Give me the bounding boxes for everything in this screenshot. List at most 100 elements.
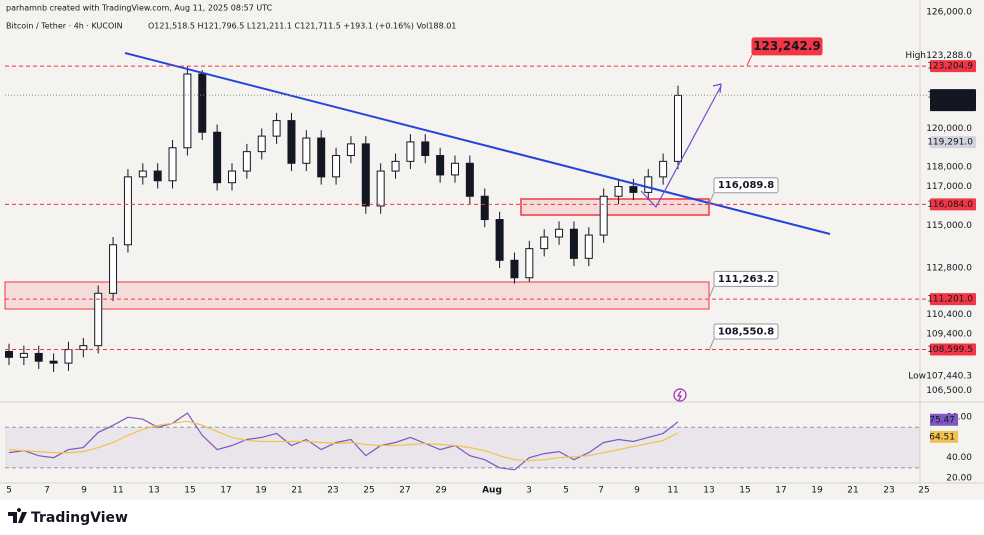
candle-body <box>332 155 341 178</box>
candle-body <box>198 73 207 133</box>
extreme-price: 123,288.0 <box>926 51 972 61</box>
candle-body <box>213 131 222 184</box>
price-badge-label: 123,204.9 <box>927 62 973 72</box>
candle-body <box>109 244 118 294</box>
candle-body <box>644 176 653 193</box>
candle-body <box>19 352 28 358</box>
candle-body <box>495 219 504 261</box>
callout-box <box>713 177 779 194</box>
candle-body <box>242 151 251 172</box>
candle-body <box>138 170 147 178</box>
candle-body <box>361 143 370 207</box>
candle-body <box>64 349 73 364</box>
rsi-badge-label: 75.47 <box>929 415 955 425</box>
candle-body <box>34 352 43 362</box>
candle-body <box>376 170 385 207</box>
rsi-tick-label: 80.00 <box>946 413 972 423</box>
candle-body <box>257 135 266 153</box>
x-tick-label: 27 <box>399 486 410 496</box>
candle-body <box>406 141 415 162</box>
x-tick-label: 11 <box>667 486 678 496</box>
event-icon[interactable] <box>673 388 687 402</box>
candle-body <box>168 147 177 182</box>
rsi-band <box>5 427 920 468</box>
callout-connector <box>746 54 753 66</box>
y-tick-label: 112,800.0 <box>926 264 972 274</box>
rsi-badge-label: 64.51 <box>929 432 955 442</box>
candle-body <box>629 186 638 193</box>
y-tick-label: 126,000.0 <box>926 7 972 17</box>
candle-body <box>79 345 88 351</box>
rsi-ma-line <box>8 420 679 462</box>
candle-body <box>525 248 534 279</box>
x-tick-label: 15 <box>739 486 750 496</box>
x-tick-label: 21 <box>291 486 302 496</box>
candle-body <box>659 160 668 178</box>
callout-box <box>713 270 779 287</box>
y-tick-label: 118,000.0 <box>926 163 972 173</box>
candle-body <box>555 228 564 238</box>
demand-zone <box>4 281 710 310</box>
x-tick-label: 23 <box>883 486 894 496</box>
x-tick-label: 5 <box>563 486 569 496</box>
candle-body <box>451 162 459 176</box>
symbol: Bitcoin / Tether · 4h · KUCOIN <box>6 22 123 31</box>
candle-body <box>228 170 236 184</box>
x-tick-label: 15 <box>184 486 195 496</box>
arrow-head <box>712 83 722 94</box>
candle-body <box>569 228 578 259</box>
price-badge-label: 119,291.0 <box>927 138 973 148</box>
x-tick-label: 19 <box>255 486 267 496</box>
y-tick-label: 120,000.0 <box>926 124 972 134</box>
rsi-badge <box>930 413 958 426</box>
candle-body <box>540 236 549 250</box>
x-tick-label: 17 <box>220 486 231 496</box>
projection-arrow <box>640 85 722 209</box>
extreme-price: 107,440.3 <box>926 372 972 382</box>
ohlc: O121,518.5 H121,796.5 L121,211.1 C121,71… <box>148 22 456 31</box>
x-tick-label: 21 <box>847 486 858 496</box>
x-tick-label: 25 <box>363 486 374 496</box>
x-tick-label: 29 <box>435 486 447 496</box>
price-badge <box>930 60 976 73</box>
rsi-badge <box>930 430 958 443</box>
candle-body <box>465 162 474 197</box>
x-tick-label: 11 <box>112 486 123 496</box>
price-badge <box>930 343 976 356</box>
trendline <box>124 52 831 235</box>
candle-body <box>287 120 296 164</box>
candle-body <box>153 170 162 182</box>
callout-connector <box>708 286 715 299</box>
logo-mark <box>8 508 27 523</box>
candle-body <box>614 186 623 197</box>
rsi-tick-label: 40.00 <box>946 453 972 463</box>
callout-label: 108,550.8 <box>718 327 774 338</box>
candle-body <box>183 73 192 149</box>
x-tick-label: 17 <box>775 486 786 496</box>
callout-box <box>751 37 823 56</box>
candles <box>5 66 682 373</box>
candle-body <box>272 120 281 137</box>
candle-body <box>584 234 593 259</box>
candle-body <box>480 195 489 221</box>
background <box>0 0 984 500</box>
x-tick-label: 23 <box>327 486 338 496</box>
candle-body <box>49 360 58 364</box>
candle-body <box>302 137 311 164</box>
candle-body <box>94 292 103 347</box>
y-tick-label: 106,500.0 <box>926 386 972 396</box>
rsi-line <box>8 412 679 471</box>
candle-body <box>674 94 682 162</box>
callout-connector <box>708 338 715 351</box>
candle-body <box>391 160 400 172</box>
x-tick-label: 5 <box>6 486 12 496</box>
retest-zone <box>520 198 710 216</box>
x-tick-label: 13 <box>703 486 714 496</box>
x-tick-label: 7 <box>44 486 50 496</box>
y-tick-label: 109,400.0 <box>926 330 972 340</box>
callout-label: 116,089.8 <box>718 180 774 191</box>
price-badge <box>930 136 976 149</box>
credit: parhamnb created with TradingView.com, A… <box>6 4 273 13</box>
price-badge-label: 108,599.5 <box>927 345 973 355</box>
